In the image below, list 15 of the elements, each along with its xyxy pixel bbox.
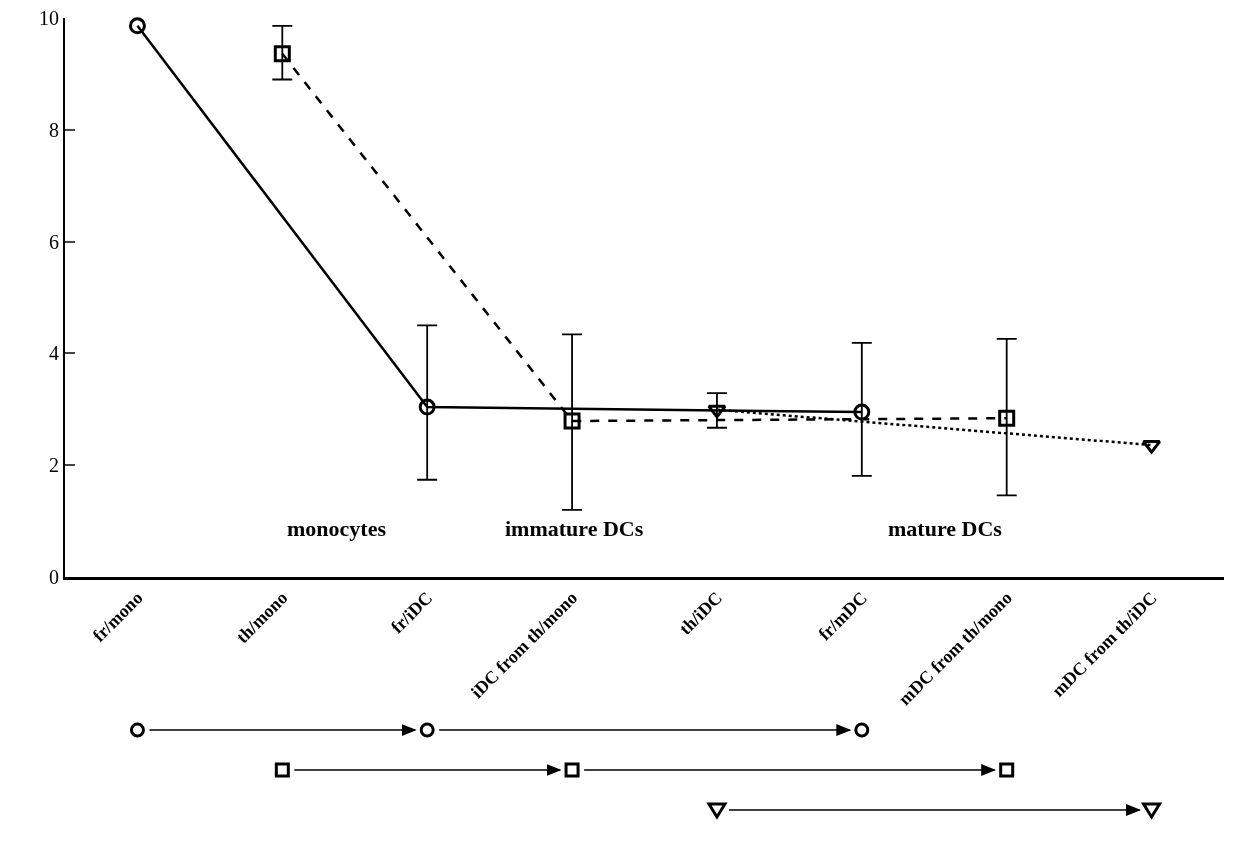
y-tick-label: 10	[39, 7, 59, 29]
y-tick-label: 4	[49, 342, 59, 365]
point	[273, 45, 291, 63]
y-tick-label: 6	[49, 230, 59, 253]
annotation: mature DCs	[888, 516, 1003, 541]
annotation: monocytes	[287, 516, 387, 541]
point	[563, 412, 581, 430]
point	[998, 409, 1016, 427]
y-tick-label: 8	[49, 118, 59, 141]
y-tick-label: 0	[49, 566, 59, 588]
annotation: immature DCs	[505, 516, 644, 541]
point	[853, 403, 871, 421]
y-tick-label: 2	[49, 454, 59, 477]
point	[128, 17, 146, 35]
point	[418, 398, 436, 416]
